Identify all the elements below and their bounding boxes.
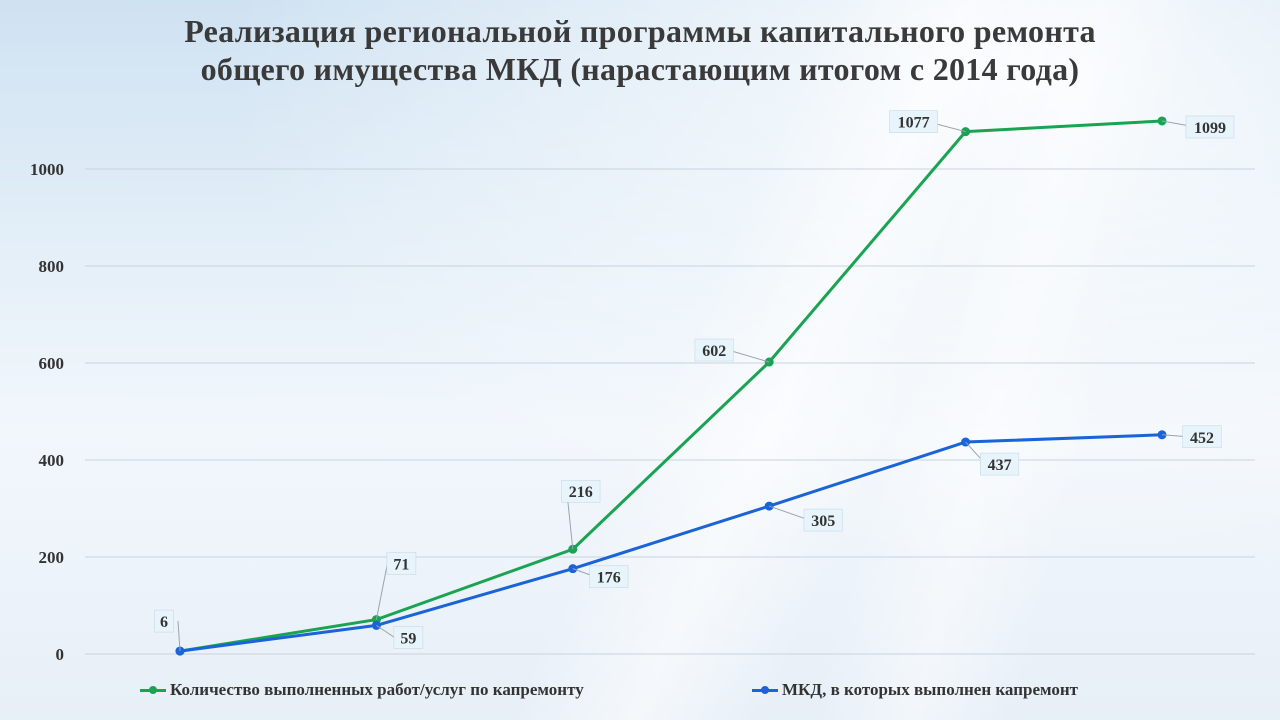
label-leader (728, 349, 770, 363)
data-label: 59 (400, 630, 416, 647)
data-label-box (393, 626, 424, 649)
data-label: 71 (393, 557, 409, 574)
data-labels: 6 71 216 602 1077 1099 59 176 305 437 452 (154, 110, 1235, 652)
data-label: 602 (702, 343, 726, 360)
chart-series (175, 116, 1167, 656)
y-tick-label: 1000 (30, 160, 64, 179)
chart-title-line-1: Реализация региональной программы капита… (184, 13, 1096, 49)
data-label: 176 (597, 570, 621, 587)
data-label-box (561, 479, 601, 503)
data-label: 216 (569, 484, 593, 501)
y-tick-label: 200 (39, 548, 65, 567)
label-leader (376, 624, 395, 638)
series-line-0 (179, 119, 1163, 653)
y-axis: 0 200 400 600 800 1000 (30, 160, 64, 664)
data-label-box (1185, 115, 1235, 139)
series-line-1 (179, 433, 1163, 653)
data-label-box (589, 565, 629, 588)
legend-item-buildings: МКД, в которых выполнен капремонт (752, 680, 1078, 700)
legend-item-works: Количество выполненных работ/услуг по ка… (140, 680, 584, 700)
data-label-box (386, 552, 417, 575)
label-leader (375, 563, 388, 620)
label-leader (177, 621, 181, 652)
data-label: 1077 (898, 115, 930, 132)
legend-marker-blue (752, 685, 778, 694)
data-label: 452 (1190, 430, 1214, 447)
chart-title: Реализация региональной программы капита… (0, 12, 1280, 88)
chart-title-line-2: общего имущества МКД (нарастающим итогом… (200, 51, 1080, 87)
label-leader (769, 505, 810, 521)
data-label-box (1182, 425, 1222, 449)
data-label-box (803, 508, 843, 532)
data-label-box (694, 338, 734, 362)
y-tick-label: 0 (56, 645, 65, 664)
y-tick-label: 400 (39, 451, 65, 470)
data-label: 437 (988, 457, 1012, 474)
data-label: 1099 (1194, 120, 1226, 137)
chart-grid (85, 168, 1255, 655)
chart-legend: Количество выполненных работ/услуг по ка… (0, 680, 1280, 704)
legend-label-works: Количество выполненных работ/услуг по ка… (170, 680, 584, 699)
legend-label-buildings: МКД, в которых выполнен капремонт (782, 680, 1079, 699)
data-label: 6 (160, 614, 168, 631)
data-label-box (154, 609, 174, 633)
data-label: 305 (811, 513, 835, 530)
data-label-box (889, 110, 938, 133)
legend-marker-green (140, 685, 166, 694)
data-label-box (980, 452, 1020, 476)
y-tick-label: 600 (39, 354, 65, 373)
y-tick-label: 800 (39, 257, 65, 276)
